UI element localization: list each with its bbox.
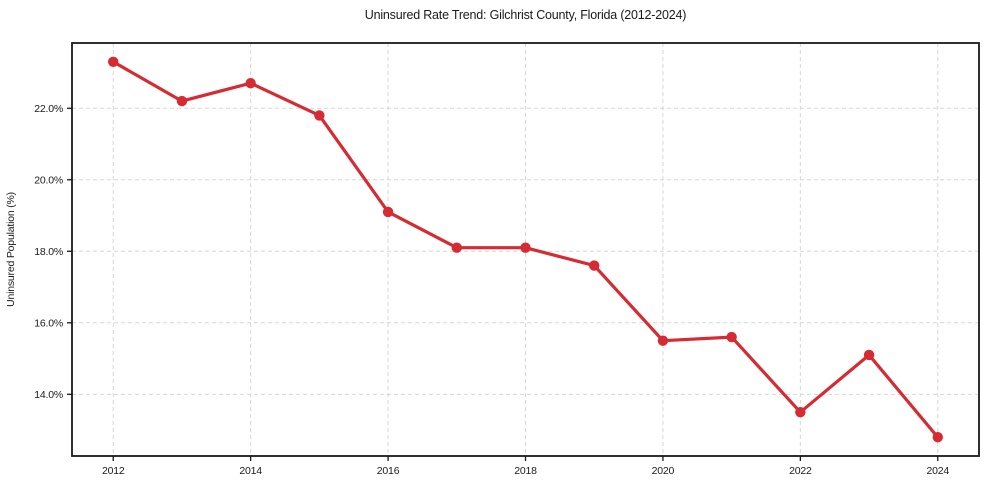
- y-tick-label: 18.0%: [34, 246, 63, 258]
- x-tick-label: 2022: [789, 465, 812, 477]
- data-point: [176, 95, 188, 107]
- data-point: [451, 242, 462, 253]
- x-tick-label: 2012: [102, 465, 125, 477]
- data-point: [726, 331, 737, 343]
- y-tick-label: 22.0%: [34, 103, 63, 115]
- data-point: [657, 335, 669, 346]
- data-point: [382, 206, 394, 218]
- y-axis-label: Uninsured Population (%): [5, 192, 17, 307]
- data-point: [245, 78, 256, 89]
- chart-title: Uninsured Rate Trend: Gilchrist County, …: [364, 8, 687, 22]
- x-tick-label: 2024: [926, 465, 949, 477]
- data-point: [314, 110, 325, 121]
- x-tick-label: 2018: [514, 465, 537, 477]
- y-tick-label: 16.0%: [34, 317, 63, 329]
- y-tick-label: 14.0%: [34, 389, 63, 401]
- data-point: [795, 406, 806, 418]
- data-point: [863, 349, 875, 361]
- x-tick-label: 2014: [239, 465, 262, 477]
- x-tick-label: 2020: [652, 465, 675, 477]
- y-tick-label: 20.0%: [34, 174, 63, 186]
- plot-border: [71, 42, 980, 457]
- data-point: [520, 242, 531, 253]
- x-tick-label: 2016: [377, 465, 400, 477]
- data-point: [589, 260, 600, 271]
- data-point: [932, 432, 943, 443]
- data-point: [108, 56, 119, 67]
